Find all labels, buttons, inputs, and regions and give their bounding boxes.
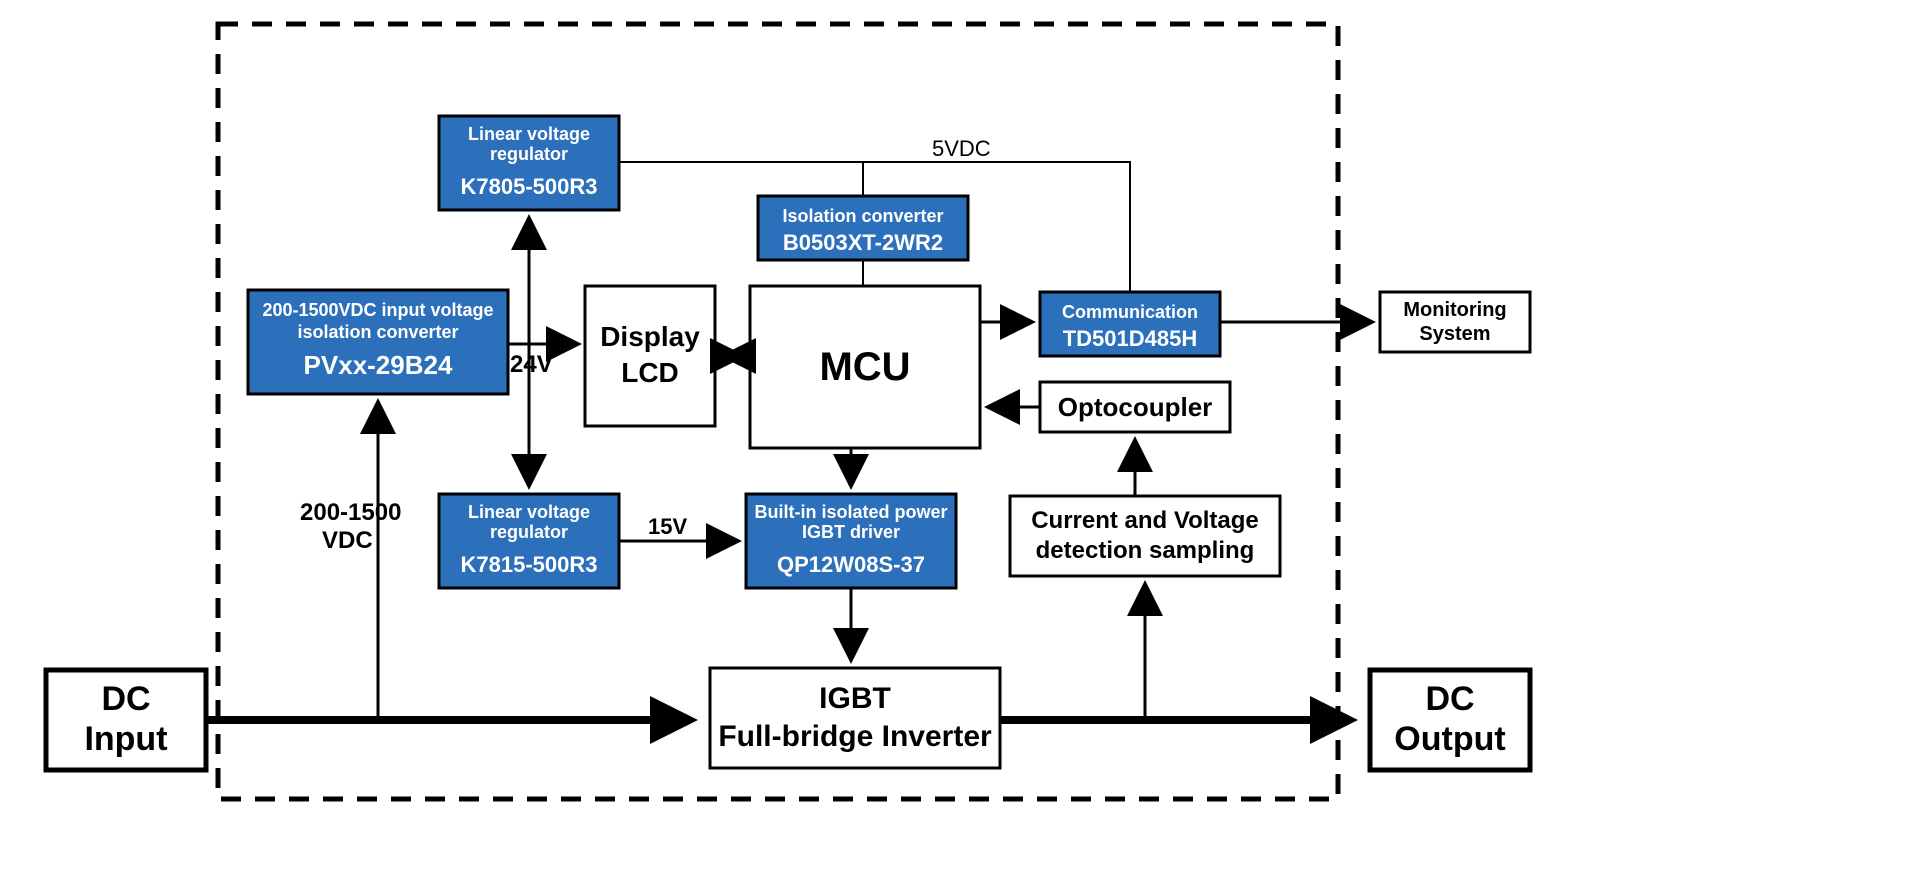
dc-output-label-2: Output <box>1394 720 1505 758</box>
igbtinv-label-2: Full-bridge Inverter <box>718 720 992 753</box>
node-dc-output: DC Output <box>1370 670 1530 770</box>
block-diagram: DC Input DC Output Monitoring System 200… <box>0 0 1923 889</box>
k7815-sub2: regulator <box>490 522 568 542</box>
opto-label: Optocoupler <box>1058 392 1213 422</box>
detect-label-1: Current and Voltage <box>1031 507 1259 534</box>
node-dc-input: DC Input <box>46 670 206 770</box>
label-vin-1: 200-1500 <box>300 499 401 526</box>
k7815-part: K7815-500R3 <box>461 552 598 577</box>
node-k7815: Linear voltage regulator K7815-500R3 <box>439 494 619 588</box>
k7805-sub1: Linear voltage <box>468 124 590 144</box>
k7815-sub1: Linear voltage <box>468 502 590 522</box>
pvxx-part: PVxx-29B24 <box>304 350 453 380</box>
igbtdrv-sub1: Built-in isolated power <box>754 502 947 522</box>
node-detection-sampling: Current and Voltage detection sampling <box>1010 496 1280 576</box>
dc-output-label-1: DC <box>1425 680 1474 718</box>
igbtinv-label-1: IGBT <box>819 682 891 715</box>
node-optocoupler: Optocoupler <box>1040 382 1230 432</box>
node-igbt-driver: Built-in isolated power IGBT driver QP12… <box>746 494 956 588</box>
igbtdrv-sub2: IGBT driver <box>802 522 900 542</box>
igbtdrv-part: QP12W08S-37 <box>777 552 925 577</box>
iso-sub1: Isolation converter <box>782 206 943 226</box>
label-15v: 15V <box>648 514 687 539</box>
display-label-1: Display <box>600 321 700 352</box>
dc-input-label-2: Input <box>84 720 167 758</box>
detect-label-2: detection sampling <box>1036 537 1255 564</box>
pvxx-sub1: 200-1500VDC input voltage <box>262 300 493 320</box>
display-label-2: LCD <box>621 357 679 388</box>
node-communication: Communication TD501D485H <box>1040 292 1220 356</box>
k7805-sub2: regulator <box>490 144 568 164</box>
k7805-part: K7805-500R3 <box>461 174 598 199</box>
node-pvxx: 200-1500VDC input voltage isolation conv… <box>248 290 508 394</box>
mcu-label: MCU <box>819 345 910 389</box>
node-igbt-inverter: IGBT Full-bridge Inverter <box>710 668 1000 768</box>
label-vin-2: VDC <box>322 527 373 554</box>
comm-sub1: Communication <box>1062 302 1198 322</box>
label-24v: 24V <box>510 351 553 378</box>
node-display-lcd: Display LCD <box>585 286 715 426</box>
dc-input-label-1: DC <box>101 680 150 718</box>
node-k7805: Linear voltage regulator K7805-500R3 <box>439 116 619 210</box>
iso-part: B0503XT-2WR2 <box>783 230 943 255</box>
label-5v: 5VDC <box>932 136 991 161</box>
node-isolation-converter: Isolation converter B0503XT-2WR2 <box>758 196 968 260</box>
node-monitoring-system: Monitoring System <box>1380 292 1530 352</box>
pvxx-sub2: isolation converter <box>297 322 458 342</box>
comm-part: TD501D485H <box>1063 326 1198 351</box>
node-mcu: MCU <box>750 286 980 448</box>
monitoring-label-1: Monitoring <box>1403 299 1506 321</box>
monitoring-label-2: System <box>1419 323 1490 345</box>
